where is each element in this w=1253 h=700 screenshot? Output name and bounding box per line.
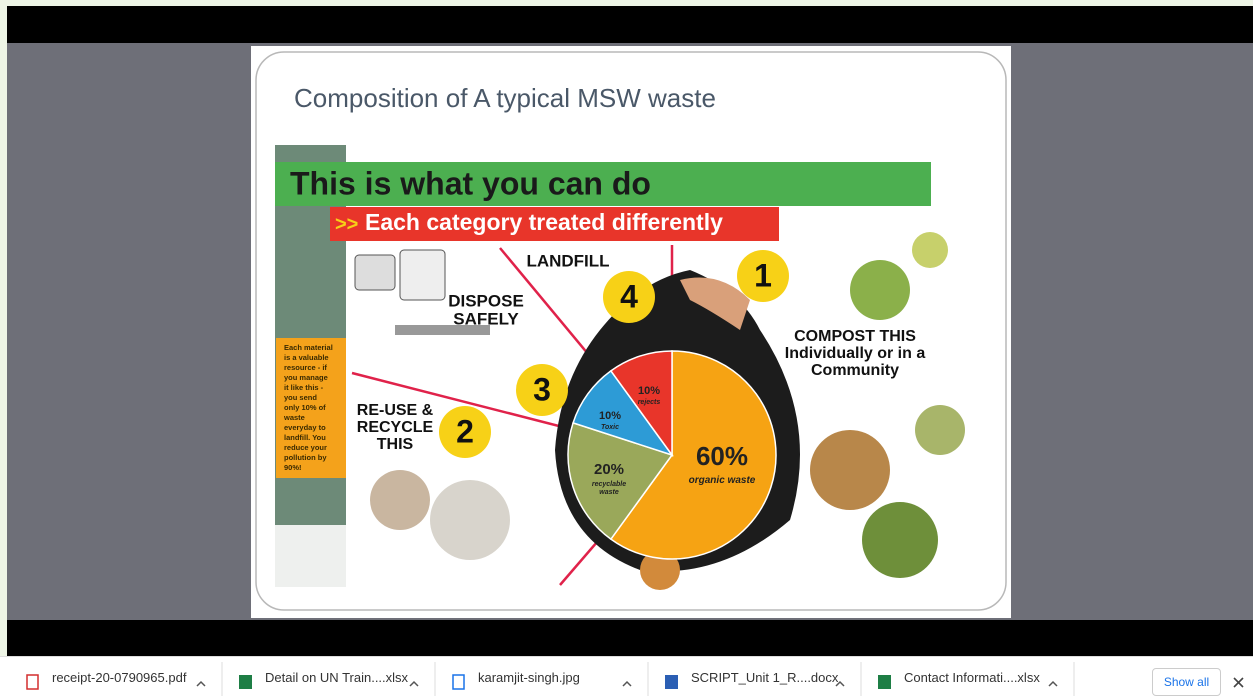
side-note-line: you send xyxy=(284,393,317,402)
food-scraps xyxy=(810,430,890,510)
download-item[interactable]: SCRIPT_Unit 1_R....docx xyxy=(664,656,877,700)
step-text: LANDFILL xyxy=(526,251,609,270)
step-number: 3 xyxy=(533,371,551,407)
side-note-line: only 10% of xyxy=(284,403,326,412)
side-note-line: reduce your xyxy=(284,443,327,452)
show-all-button[interactable]: Show all xyxy=(1152,668,1221,696)
slide-title: Composition of A typical MSW waste xyxy=(294,83,716,113)
banner-text: This is what you can do xyxy=(290,165,651,201)
pie-caption: rejects xyxy=(638,399,661,406)
step-text: Community xyxy=(811,362,899,379)
side-note-line: 90%! xyxy=(284,463,302,472)
side-note-line: you manage xyxy=(284,373,328,382)
vegetables xyxy=(850,260,910,320)
step-text: RE-USE & xyxy=(357,402,434,419)
pie-caption: organic waste xyxy=(689,475,756,486)
download-name: receipt-20-0790965.pdf xyxy=(52,670,186,685)
food-scraps xyxy=(862,502,938,578)
pie-label: 60% xyxy=(696,441,748,471)
step-text: COMPOST THIS xyxy=(794,328,916,345)
download-item[interactable]: karamjit-singh.jpg xyxy=(451,656,664,700)
pie-label: 10% xyxy=(599,410,621,422)
side-note-line: Each material xyxy=(284,343,333,352)
side-note-line: it like this - xyxy=(284,383,324,392)
side-note-line: landfill. You xyxy=(284,433,326,442)
subbanner-marker: >> xyxy=(335,213,358,235)
slide-art: Composition of A typical MSW waste This … xyxy=(0,0,1253,656)
step-text: THIS xyxy=(377,436,414,453)
side-note-line: pollution by xyxy=(284,453,327,462)
download-name: karamjit-singh.jpg xyxy=(478,670,580,685)
washer-icon xyxy=(400,250,445,300)
pie-caption: Toxic xyxy=(601,424,619,431)
step-text: RECYCLE xyxy=(357,419,434,436)
food-scraps xyxy=(915,405,965,455)
vegetables xyxy=(912,232,948,268)
download-name: SCRIPT_Unit 1_R....docx xyxy=(691,670,838,685)
side-bar-foot xyxy=(275,525,346,587)
download-name: Detail on UN Train....xlsx xyxy=(265,670,408,685)
pie-label: 20% xyxy=(594,461,624,478)
step-text: SAFELY xyxy=(453,309,519,328)
side-note-line: waste xyxy=(283,413,305,422)
subbanner-text: Each category treated differently xyxy=(365,209,723,235)
pie-label: 10% xyxy=(638,385,660,397)
step-number: 1 xyxy=(754,257,772,293)
pie-caption: recyclable xyxy=(592,481,626,488)
recycle-pile xyxy=(430,480,510,560)
pie-caption: waste xyxy=(599,489,619,496)
page: Composition of A typical MSW waste This … xyxy=(0,0,1253,700)
tv-icon xyxy=(355,255,395,290)
recycle-pile xyxy=(370,470,430,530)
step-number: 2 xyxy=(456,413,474,449)
step-text: Individually or in a xyxy=(785,345,926,362)
side-note-line: is a valuable xyxy=(284,353,329,362)
step-text: DISPOSE xyxy=(448,291,524,310)
step-number: 4 xyxy=(620,278,638,314)
side-note-line: resource - if xyxy=(284,363,327,372)
side-note-line: everyday to xyxy=(284,423,326,432)
download-name: Contact Informati....xlsx xyxy=(904,670,1040,685)
download-item[interactable]: receipt-20-0790965.pdf xyxy=(25,656,238,700)
download-item[interactable]: Contact Informati....xlsx xyxy=(877,656,1090,700)
download-item[interactable]: Detail on UN Train....xlsx xyxy=(238,656,451,700)
